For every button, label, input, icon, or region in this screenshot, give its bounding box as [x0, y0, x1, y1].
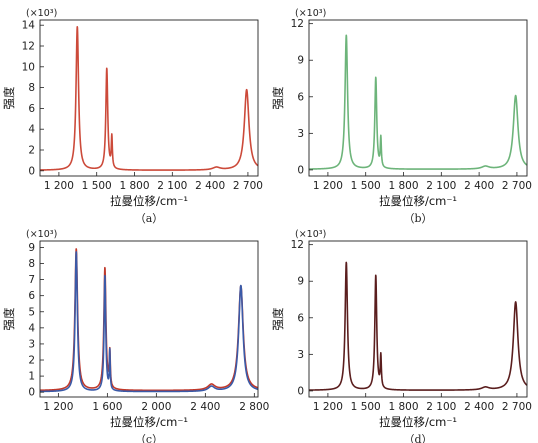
panel-label: （c）: [135, 433, 163, 443]
series-line-1: [308, 261, 528, 391]
x-tick-label: 1 200: [313, 401, 343, 413]
y-tick-label: 2: [28, 145, 35, 157]
y-tick-label: 1: [28, 371, 35, 383]
x-axis-label: 拉曼位移/cm⁻¹: [379, 415, 457, 429]
y-tick-label: 12: [291, 18, 304, 30]
panel-label: （b）: [403, 212, 432, 225]
plot-frame: [308, 19, 528, 177]
chart-svg-c: 1 200 1 600 2 000 2 400 2 800 0 1 2 3 4 5 6 7 8 9 (×10³…: [2, 229, 269, 443]
x-tick-label: 2 400: [195, 180, 225, 192]
x-tick-label: 2 100: [426, 180, 456, 192]
x-tick-label: 1 200: [43, 401, 73, 413]
y-multiplier: (×10³): [26, 229, 57, 240]
x-axis-label: 拉曼位移/cm⁻¹: [379, 194, 457, 208]
y-tick-label: 12: [22, 41, 35, 53]
y-axis-label: 强度: [271, 86, 285, 109]
y-tick-label: 9: [28, 242, 35, 254]
x-tick-label: 1 500: [82, 180, 112, 192]
x-tick-label: 2 400: [464, 180, 494, 192]
y-tick-label: 9: [297, 55, 304, 67]
y-multiplier: (×10³): [295, 8, 326, 19]
x-tick-label: 1 800: [119, 180, 149, 192]
x-axis-label: 拉曼位移/cm⁻¹: [110, 194, 188, 208]
x-tick-label: 2 000: [141, 401, 171, 413]
x-axis-label: 拉曼位移/cm⁻¹: [110, 415, 188, 429]
y-tick-label: 8: [28, 258, 35, 270]
y-tick-label: 10: [22, 61, 35, 73]
chart-svg-b: 1 200 1 500 1 800 2 100 2 400 2 700 0 3 6 9 12(×10…: [271, 8, 532, 225]
plot-frame: [39, 240, 259, 398]
y-tick-label: 0: [297, 385, 304, 397]
raman-chart-a: 1 200 1 500 1 800 2 100 2 400 2 700 0 2 4 6 8 10 12 1…: [0, 0, 269, 225]
y-tick-label: 0: [28, 165, 35, 177]
y-axis-label: 强度: [2, 307, 16, 330]
y-axis-label: 强度: [2, 86, 16, 109]
y-tick-label: 12: [291, 239, 304, 251]
x-tick-label: 2 100: [157, 180, 187, 192]
x-tick-label: 2 700: [502, 180, 532, 192]
y-tick-label: 0: [28, 387, 35, 399]
x-tick-label: 2 700: [502, 401, 532, 413]
x-tick-label: 1 500: [351, 180, 381, 192]
y-tick-label: 4: [28, 322, 35, 334]
y-multiplier: (×10³): [26, 8, 57, 19]
x-tick-label: 1 200: [44, 180, 74, 192]
series-line-1: [39, 26, 259, 171]
x-tick-label: 1 800: [388, 401, 418, 413]
x-tick-label: 2 100: [426, 401, 456, 413]
y-tick-label: 14: [22, 20, 36, 32]
plot-frame: [39, 19, 259, 177]
series-line-1: [308, 34, 528, 170]
y-tick-label: 6: [297, 91, 304, 103]
x-tick-label: 2 400: [464, 401, 494, 413]
x-tick-label: 1 200: [313, 180, 343, 192]
plot-frame: [308, 240, 528, 398]
y-tick-label: 3: [28, 338, 35, 350]
y-tick-label: 8: [28, 82, 35, 94]
x-tick-label: 2 700: [233, 180, 263, 192]
raman-chart-b: 1 200 1 500 1 800 2 100 2 400 2 700 0 3 6 9 12 (×10…: [269, 0, 538, 225]
series-line-1: [39, 248, 259, 392]
x-tick-label: 1 600: [92, 401, 122, 413]
y-tick-label: 6: [297, 312, 304, 324]
y-tick-label: 9: [297, 276, 304, 288]
raman-chart-c: 1 200 1 600 2 000 2 400 2 800 0 1 2 3 4 5 6 7 8 9 (×10³…: [0, 221, 269, 443]
chart-svg-a: 1 200 1 500 1 800 2 100 2 400 2 700 0 2 4 6 8 10 12 1…: [2, 8, 263, 225]
series-line-2: [39, 251, 259, 393]
x-tick-label: 2 400: [190, 401, 220, 413]
y-tick-label: 6: [28, 103, 35, 115]
x-tick-label: 1 500: [351, 401, 381, 413]
y-tick-label: 0: [297, 164, 304, 176]
y-tick-label: 7: [28, 274, 35, 286]
x-tick-label: 2 800: [239, 401, 269, 413]
y-tick-label: 6: [28, 290, 35, 302]
panel-label: （a）: [135, 212, 164, 225]
y-tick-label: 4: [28, 124, 35, 136]
y-tick-label: 5: [28, 306, 35, 318]
y-axis-label: 强度: [271, 307, 285, 330]
panel-label: （d）: [403, 433, 432, 443]
y-multiplier: (×10³): [295, 229, 326, 240]
x-tick-label: 1 800: [388, 180, 418, 192]
chart-svg-d: 1 200 1 500 1 800 2 100 2 400 2 700 0 3 6 9 12(×10…: [271, 229, 532, 443]
y-tick-label: 3: [297, 349, 304, 361]
raman-chart-d: 1 200 1 500 1 800 2 100 2 400 2 700 0 3 6 9 12 (×10…: [269, 221, 538, 443]
y-tick-label: 3: [297, 128, 304, 140]
y-tick-label: 2: [28, 355, 35, 367]
